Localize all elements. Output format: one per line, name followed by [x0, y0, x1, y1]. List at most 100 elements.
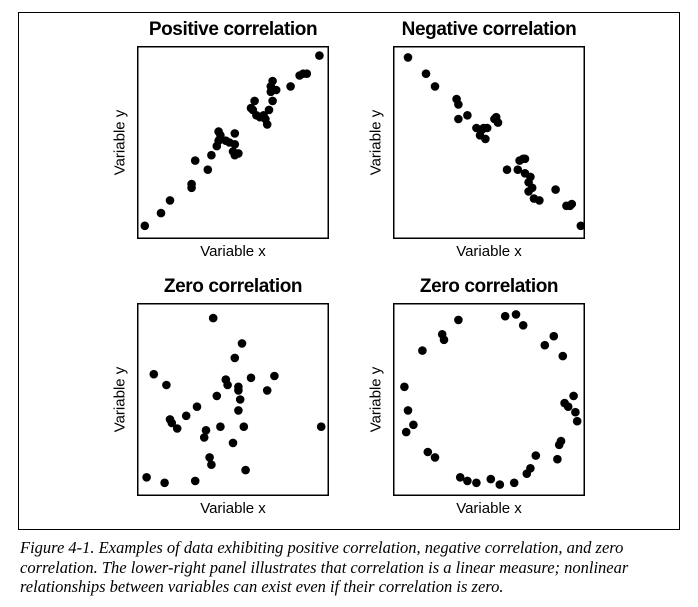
data-point — [228, 438, 238, 448]
data-point — [160, 478, 169, 488]
x-axis-label: Variable x — [456, 500, 522, 517]
data-point — [526, 172, 535, 182]
data-point — [235, 395, 245, 404]
y-axis-label: Variable y — [111, 366, 129, 432]
data-point — [540, 340, 550, 350]
plot-frame — [393, 46, 585, 239]
data-point — [423, 447, 433, 457]
data-point — [455, 473, 465, 482]
data-point — [418, 346, 427, 355]
data-point — [237, 339, 247, 348]
data-point — [208, 313, 218, 323]
data-point — [493, 118, 503, 127]
data-point — [262, 120, 272, 129]
data-point — [149, 369, 159, 379]
data-point — [439, 335, 449, 345]
scatter-plot — [137, 46, 329, 239]
data-point — [454, 100, 463, 109]
data-point — [271, 85, 281, 95]
data-point — [142, 473, 151, 482]
data-point — [571, 407, 580, 417]
data-point — [223, 380, 232, 390]
data-point — [481, 134, 490, 144]
data-point — [140, 221, 150, 231]
figure-frame — [18, 12, 680, 530]
data-point — [165, 196, 175, 205]
data-point — [234, 406, 243, 415]
plot-frame — [137, 303, 329, 496]
data-point — [403, 53, 413, 62]
data-point — [454, 315, 463, 325]
data-point — [199, 433, 209, 442]
data-point — [187, 179, 196, 189]
data-point — [535, 196, 544, 205]
data-point — [454, 114, 463, 124]
data-point — [520, 154, 530, 164]
data-point — [190, 476, 200, 486]
data-point — [167, 418, 177, 428]
x-axis-label: Variable x — [200, 500, 266, 517]
data-point — [205, 453, 214, 462]
data-point — [430, 82, 440, 91]
data-point — [216, 422, 225, 431]
data-point — [230, 129, 240, 138]
data-point — [162, 380, 171, 390]
data-point — [234, 382, 243, 392]
data-point — [509, 478, 519, 488]
panel-title: Negative correlation — [401, 19, 577, 40]
scatter-plot — [137, 303, 329, 496]
data-point — [234, 149, 243, 158]
x-axis-label: Variable x — [456, 243, 522, 260]
data-point — [421, 69, 431, 78]
x-axis-label: Variable x — [200, 243, 266, 260]
data-point — [518, 321, 528, 330]
data-point — [203, 165, 213, 174]
panel-title: Positive correlation — [148, 19, 318, 40]
data-point — [181, 411, 191, 421]
data-point — [286, 82, 295, 91]
data-point — [502, 165, 512, 174]
data-point — [558, 351, 568, 361]
data-point — [239, 422, 249, 431]
data-point — [569, 391, 578, 401]
scatter-plot — [393, 46, 586, 239]
data-point — [241, 465, 250, 475]
data-point — [513, 165, 523, 174]
data-point — [576, 221, 586, 231]
data-point — [400, 382, 409, 392]
data-point — [270, 371, 279, 381]
data-point — [207, 150, 216, 160]
data-point — [511, 310, 521, 319]
data-point — [302, 69, 312, 78]
data-point — [572, 416, 582, 426]
data-point — [201, 426, 211, 435]
data-point — [230, 353, 240, 363]
data-point — [549, 331, 559, 341]
data-point — [246, 373, 256, 383]
panel-title: Zero correlation — [419, 276, 559, 297]
data-point — [500, 311, 510, 321]
data-point — [527, 183, 537, 193]
data-point — [264, 105, 274, 115]
data-point — [230, 140, 240, 149]
data-point — [190, 156, 200, 165]
plot-frame — [393, 303, 585, 496]
data-point — [401, 427, 411, 437]
data-point — [409, 420, 418, 430]
y-axis-label: Variable y — [367, 109, 385, 175]
data-point — [207, 460, 216, 469]
plot-frame — [137, 46, 329, 239]
figure-caption: Figure 4-1. Examples of data exhibiting … — [20, 538, 629, 596]
scatter-plot — [393, 303, 585, 496]
data-point — [430, 453, 440, 462]
data-point — [250, 96, 259, 106]
data-point — [315, 51, 324, 60]
data-point — [403, 406, 413, 415]
data-point — [531, 451, 541, 460]
data-point — [172, 424, 182, 433]
data-point — [551, 185, 560, 194]
data-point — [268, 76, 277, 86]
data-point — [262, 386, 272, 395]
data-point — [482, 123, 492, 133]
data-point — [216, 131, 225, 140]
